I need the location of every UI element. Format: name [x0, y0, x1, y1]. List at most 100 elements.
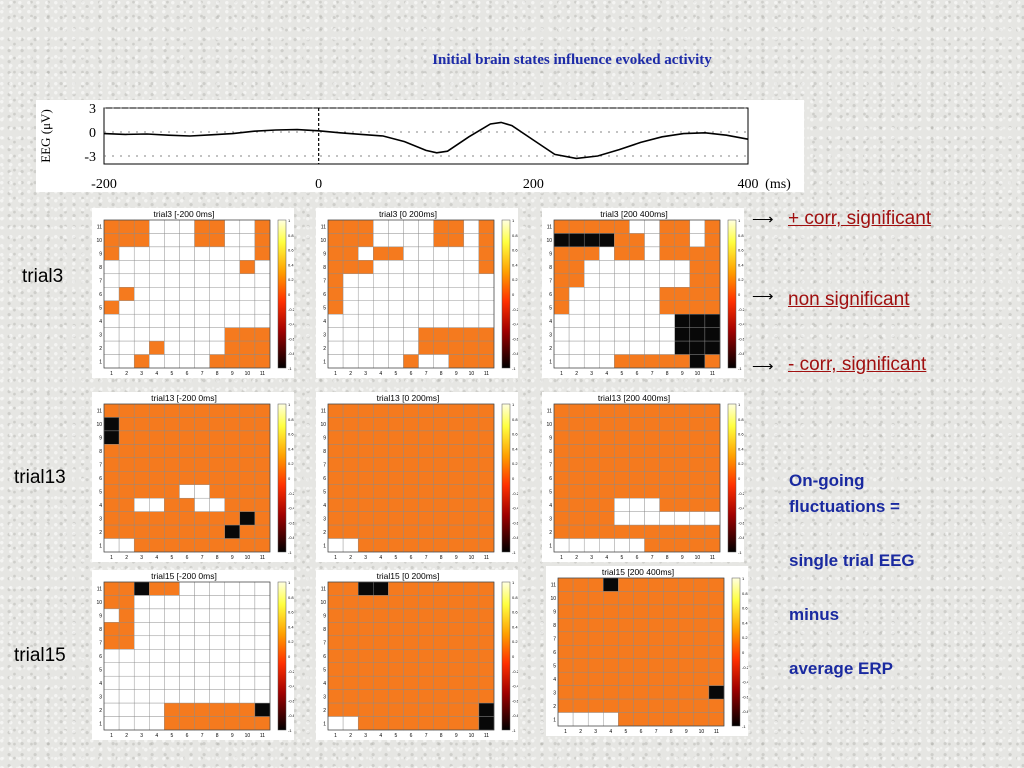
map-ytick: 5 [553, 664, 556, 670]
map-cell [463, 702, 480, 717]
map-cell [179, 417, 195, 432]
map-cell [239, 300, 256, 315]
map-cell [239, 595, 256, 610]
map-xtick: 11 [484, 555, 489, 561]
map-cell [194, 689, 210, 704]
map-cell [478, 444, 495, 459]
map-cell [478, 635, 495, 650]
map-cell [629, 497, 645, 512]
map-cell [674, 340, 691, 355]
map-cell [418, 538, 434, 553]
map-cell [599, 354, 615, 369]
map-cell [644, 511, 660, 526]
map-cell [224, 649, 241, 663]
map-cell [342, 327, 359, 342]
map-cell [708, 698, 725, 713]
map-cell [239, 287, 256, 301]
map-cell [373, 581, 389, 596]
map-ytick: 7 [553, 637, 556, 643]
map-cell [388, 662, 404, 677]
map-cell [224, 340, 241, 355]
map-cell [418, 622, 434, 637]
map-cell [568, 430, 585, 445]
map-cell [133, 340, 150, 355]
map-cell [448, 300, 465, 315]
map-cell [448, 716, 465, 731]
map-cell [403, 403, 419, 418]
map-cell [674, 444, 691, 459]
map-cell [689, 354, 706, 369]
map-cell [118, 538, 135, 553]
map-cell [149, 595, 165, 610]
map-cell [254, 430, 271, 445]
map-cell [463, 417, 480, 432]
map-cell [403, 511, 419, 526]
map-cell [704, 340, 721, 355]
map-cell [629, 471, 645, 485]
map-cell [209, 444, 225, 459]
map-xtick: 5 [621, 371, 624, 377]
map-cell [103, 403, 120, 418]
map-cell [164, 622, 180, 637]
map-xtick: 10 [699, 729, 705, 735]
map-cell [463, 649, 480, 663]
colorbar-tick: 0.8 [288, 417, 294, 422]
map-cell [614, 471, 630, 485]
map-cell [149, 354, 165, 369]
map-cell [478, 608, 495, 623]
map-cell [357, 484, 374, 499]
annotation-negative: - corr, significant [788, 354, 927, 375]
map-cell [403, 702, 419, 717]
map-xtick: 11 [710, 555, 715, 561]
map-cell [118, 300, 135, 315]
map-cell [448, 649, 465, 663]
map-ytick: 5 [323, 668, 326, 674]
map-cell [209, 417, 225, 432]
map-xtick: 3 [590, 555, 593, 561]
map-cell [103, 327, 120, 342]
map-cell [448, 219, 465, 234]
map-cell [629, 444, 645, 459]
map-cell [433, 313, 449, 328]
map-cell [674, 287, 691, 301]
map-cell [149, 581, 165, 596]
map-cell [433, 260, 449, 275]
map-frame [553, 403, 721, 553]
map-cell [403, 430, 419, 445]
map-cell [674, 471, 691, 485]
map-cell [583, 511, 600, 526]
map-cell [239, 354, 256, 369]
map-ytick: 8 [99, 627, 102, 633]
map-xtick: 3 [364, 733, 367, 739]
map-cell [342, 417, 359, 432]
map-cell [164, 662, 180, 677]
map-cell [327, 300, 344, 315]
map-cell [403, 675, 419, 690]
map-cell [239, 675, 256, 690]
map-cell [179, 608, 195, 623]
map-cell [478, 497, 495, 512]
map-cell [689, 430, 706, 445]
map-xtick: 7 [425, 555, 428, 561]
colorbar-tick: -0.8 [512, 351, 518, 356]
map-cell [678, 645, 695, 659]
map-cell [209, 340, 225, 355]
map-cell [179, 430, 195, 445]
map-cell [133, 689, 150, 704]
map-cell [648, 631, 664, 646]
map-cell [403, 497, 419, 512]
colorbar-tick: 0.4 [512, 446, 518, 451]
map-cell [403, 327, 419, 342]
map-cell [103, 430, 120, 445]
map-cell [194, 702, 210, 717]
map-cell [603, 698, 619, 713]
map-cell [133, 430, 150, 445]
map-cell [103, 444, 120, 459]
map-cell [674, 246, 691, 261]
map-cell [118, 233, 135, 248]
map-cell [239, 313, 256, 328]
map-cell [357, 219, 374, 234]
map-cell [644, 354, 660, 369]
colorbar-tick: -0.4 [742, 680, 748, 685]
map-cell [629, 287, 645, 301]
